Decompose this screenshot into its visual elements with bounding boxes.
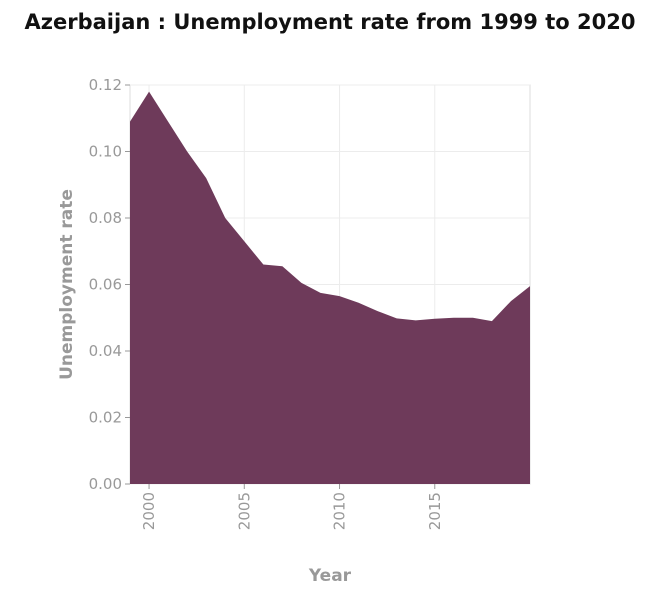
y-tick-label: 0.00 [89,475,122,493]
x-tick-label: 2005 [235,492,253,530]
chart-title: Azerbaijan : Unemployment rate from 1999… [24,10,636,34]
y-tick-label: 0.04 [89,342,122,360]
y-axis-ticks: 0.00 0.02 0.04 0.06 0.08 0.10 0.12 [89,76,130,493]
y-tick-label: 0.06 [89,276,122,294]
x-tick-label: 2000 [140,492,158,530]
x-axis-ticks: 2000 2005 2010 2015 [140,484,444,530]
x-tick-label: 2015 [426,492,444,530]
y-tick-label: 0.08 [89,209,122,227]
y-tick-label: 0.02 [89,409,122,427]
y-axis-label: Unemployment rate [57,189,77,380]
unemployment-area [130,91,530,485]
y-tick-label: 0.12 [89,76,122,94]
x-axis-label: Year [308,566,352,586]
x-tick-label: 2010 [331,492,349,530]
y-tick-label: 0.10 [89,143,122,161]
